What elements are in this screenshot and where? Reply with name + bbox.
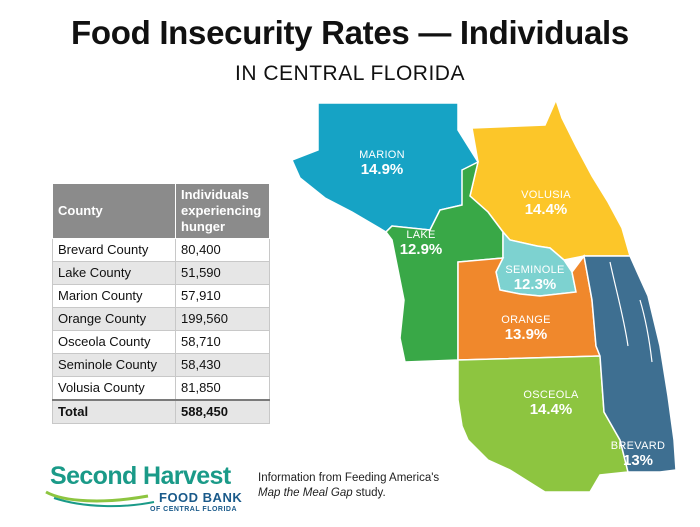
hunger-table: County Individuals experiencing hunger B…: [52, 183, 270, 424]
source-line-2: Map the Meal Gap study.: [258, 486, 439, 501]
logo-line-1: Second Harvest: [50, 462, 231, 490]
cell-total-label: Total: [52, 399, 176, 424]
label-brevard-rate: 13%: [623, 452, 653, 469]
label-orange-name: ORANGE: [501, 314, 550, 326]
page-title: Food Insecurity Rates — Individuals: [71, 14, 629, 51]
label-orange-rate: 13.9%: [505, 326, 548, 343]
cell-value: 58,710: [175, 330, 270, 354]
table-row: Volusia County 81,850: [52, 376, 270, 401]
cell-county: Marion County: [52, 284, 176, 308]
cell-value: 51,590: [175, 261, 270, 285]
label-seminole-rate: 12.3%: [514, 276, 557, 293]
cell-county: Brevard County: [52, 238, 176, 262]
table-row: Brevard County 80,400: [52, 238, 270, 262]
page-subtitle: IN CENTRAL FLORIDA: [235, 62, 465, 85]
cell-county: Orange County: [52, 307, 176, 331]
label-osceola-rate: 14.4%: [530, 401, 573, 418]
table-row: Marion County 57,910: [52, 284, 270, 308]
source-line-1: Information from Feeding America's: [258, 472, 440, 484]
cell-value: 80,400: [175, 238, 270, 262]
cell-total-value: 588,450: [175, 399, 270, 424]
label-volusia-rate: 14.4%: [525, 201, 568, 218]
label-brevard-name: BREVARD: [611, 440, 665, 452]
cell-county: Osceola County: [52, 330, 176, 354]
table-total-row: Total 588,450: [52, 399, 270, 424]
county-lake[interactable]: [385, 160, 504, 363]
barrier-island: [609, 261, 653, 363]
logo-line-2: FOOD BANK: [159, 490, 243, 505]
header-individuals: Individuals experiencing hunger: [175, 183, 270, 239]
logo-line-3: OF CENTRAL FLORIDA: [150, 506, 238, 513]
cell-value: 199,560: [175, 307, 270, 331]
source-line-2-rest: study.: [352, 487, 386, 499]
table-row: Lake County 51,590: [52, 261, 270, 285]
county-brevard[interactable]: [583, 255, 677, 473]
second-harvest-logo[interactable]: Second Harvest FOOD BANK OF CENTRAL FLOR…: [44, 462, 244, 522]
label-lake-name: LAKE: [406, 229, 435, 241]
logo-swoosh-icon: [45, 490, 155, 508]
cell-value: 57,910: [175, 284, 270, 308]
source-study-name: Map the Meal Gap: [258, 487, 353, 499]
table-row: Orange County 199,560: [52, 307, 270, 331]
cell-county: Volusia County: [52, 376, 176, 401]
label-osceola-name: OSCEOLA: [523, 389, 579, 401]
table-header-row: County Individuals experiencing hunger: [52, 183, 270, 239]
label-lake-rate: 12.9%: [400, 241, 443, 258]
label-volusia-name: VOLUSIA: [521, 189, 571, 201]
cell-county: Seminole County: [52, 353, 176, 377]
label-marion-name: MARION: [359, 149, 405, 161]
table-row: Seminole County 58,430: [52, 353, 270, 377]
source-note: Information from Feeding America's Map t…: [258, 471, 439, 501]
cell-county: Lake County: [52, 261, 176, 285]
table-row: Osceola County 58,710: [52, 330, 270, 354]
cell-value: 58,430: [175, 353, 270, 377]
cell-value: 81,850: [175, 376, 270, 401]
header-county: County: [52, 183, 176, 239]
label-marion-rate: 14.9%: [361, 161, 404, 178]
label-seminole-name: SEMINOLE: [505, 264, 564, 276]
